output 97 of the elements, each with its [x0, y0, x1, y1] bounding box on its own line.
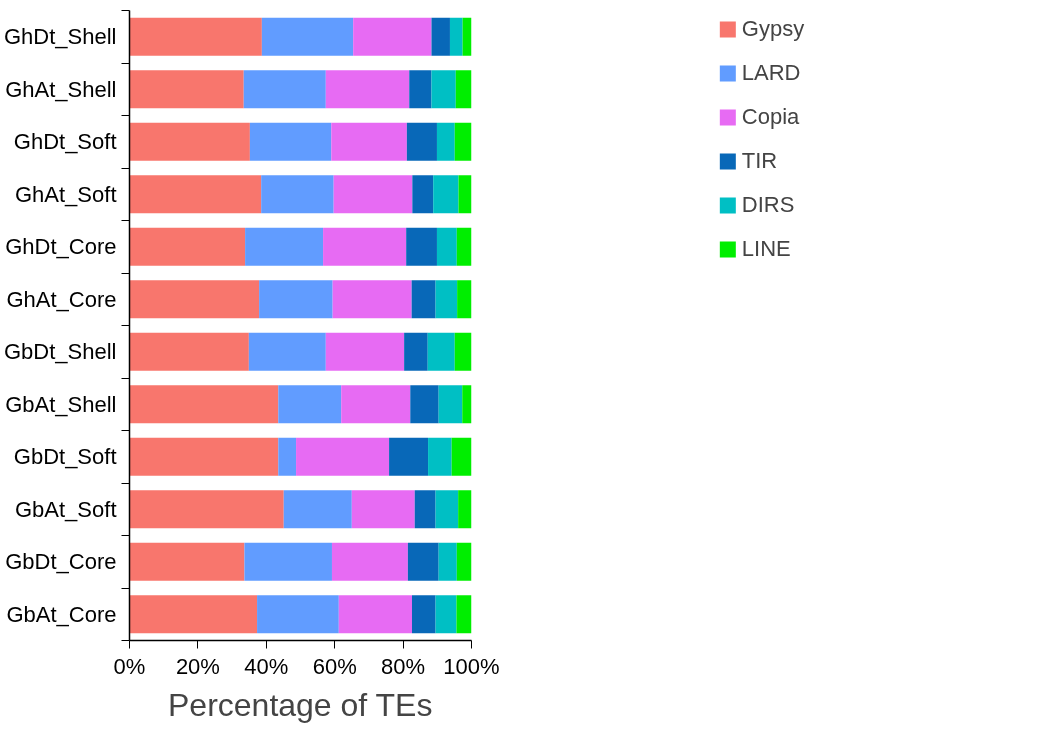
bar [129, 385, 279, 424]
bar [451, 437, 472, 476]
legend-label: LINE [741, 236, 791, 262]
bar [414, 490, 436, 529]
x-tick-label: 100% [443, 653, 500, 679]
bar [456, 227, 472, 266]
bar [456, 595, 472, 634]
legend-label: DIRS [741, 192, 795, 218]
y-tick-label: GbAt_Shell [5, 391, 117, 417]
bar [245, 227, 324, 266]
bar [261, 175, 334, 214]
y-tick-label: GbDt_Core [5, 549, 117, 575]
y-tick-label: GhDt_Core [5, 234, 117, 260]
bar [129, 332, 249, 371]
bar [458, 175, 472, 214]
bar [404, 332, 428, 371]
bar [449, 17, 463, 56]
bar [431, 17, 450, 56]
bar [129, 595, 258, 634]
bar [436, 122, 455, 161]
y-tick-label: GhAt_Core [6, 286, 117, 312]
bar [406, 122, 437, 161]
x-tick-label: 60% [312, 653, 357, 679]
bar [438, 542, 457, 581]
bar [462, 17, 472, 56]
bar [389, 437, 429, 476]
bar [456, 542, 472, 581]
bar [278, 437, 297, 476]
bar [331, 542, 408, 581]
bar [353, 17, 432, 56]
bar [411, 595, 436, 634]
bar [129, 542, 245, 581]
bar [129, 280, 260, 319]
bar [436, 227, 457, 266]
bar [458, 490, 472, 529]
bar [435, 280, 458, 319]
x-axis-title: Percentage of TEs [167, 686, 433, 723]
y-tick-label: GbAt_Core [6, 601, 117, 627]
bar [407, 542, 439, 581]
x-tick-label: 80% [381, 653, 426, 679]
bar [332, 280, 412, 319]
bar [129, 227, 246, 266]
bar [129, 175, 262, 214]
bar [325, 332, 405, 371]
y-tick-label: GbAt_Soft [15, 496, 117, 522]
bar [333, 175, 413, 214]
bar [435, 490, 459, 529]
legend-label: TIR [741, 148, 778, 174]
y-tick-label: GhDt_Soft [13, 129, 117, 155]
y-tick-label: GbDt_Soft [13, 444, 117, 470]
bar [341, 385, 411, 424]
bar [412, 175, 434, 214]
x-tick-label: 40% [244, 653, 289, 679]
x-tick-label: 20% [175, 653, 220, 679]
bar [129, 437, 279, 476]
bar [129, 122, 250, 161]
legend-label: Gypsy [741, 16, 805, 42]
bar [257, 595, 339, 634]
y-tick-label: GhAt_Soft [15, 181, 117, 207]
bar [427, 332, 455, 371]
bar [428, 437, 452, 476]
bar [129, 17, 262, 56]
bar [259, 280, 333, 319]
bar [410, 385, 439, 424]
bar [331, 122, 407, 161]
legend-label: Copia [741, 104, 800, 130]
bar [454, 122, 472, 161]
bar [431, 70, 456, 109]
bar [338, 595, 412, 634]
bar [278, 385, 342, 424]
bar [438, 385, 463, 424]
bar [129, 490, 284, 529]
bar [248, 332, 326, 371]
bar [454, 332, 472, 371]
bar [296, 437, 390, 476]
y-tick-label: GbDt_Shell [4, 339, 117, 365]
bar [433, 175, 459, 214]
x-tick-label: 0% [113, 653, 146, 679]
bar [323, 227, 407, 266]
bar [435, 595, 457, 634]
bar [129, 70, 244, 109]
bar [455, 70, 472, 109]
y-tick-label: GhDt_Shell [4, 24, 117, 50]
bar [462, 385, 472, 424]
bar [283, 490, 352, 529]
bar [243, 70, 326, 109]
bar [409, 70, 432, 109]
bar [249, 122, 332, 161]
bar [261, 17, 354, 56]
y-tick-label: GhAt_Shell [5, 76, 117, 102]
legend-label: LARD [741, 60, 801, 86]
bar [411, 280, 436, 319]
bar [244, 542, 332, 581]
bar [351, 490, 415, 529]
bar [325, 70, 410, 109]
bar [406, 227, 437, 266]
bar [457, 280, 472, 319]
